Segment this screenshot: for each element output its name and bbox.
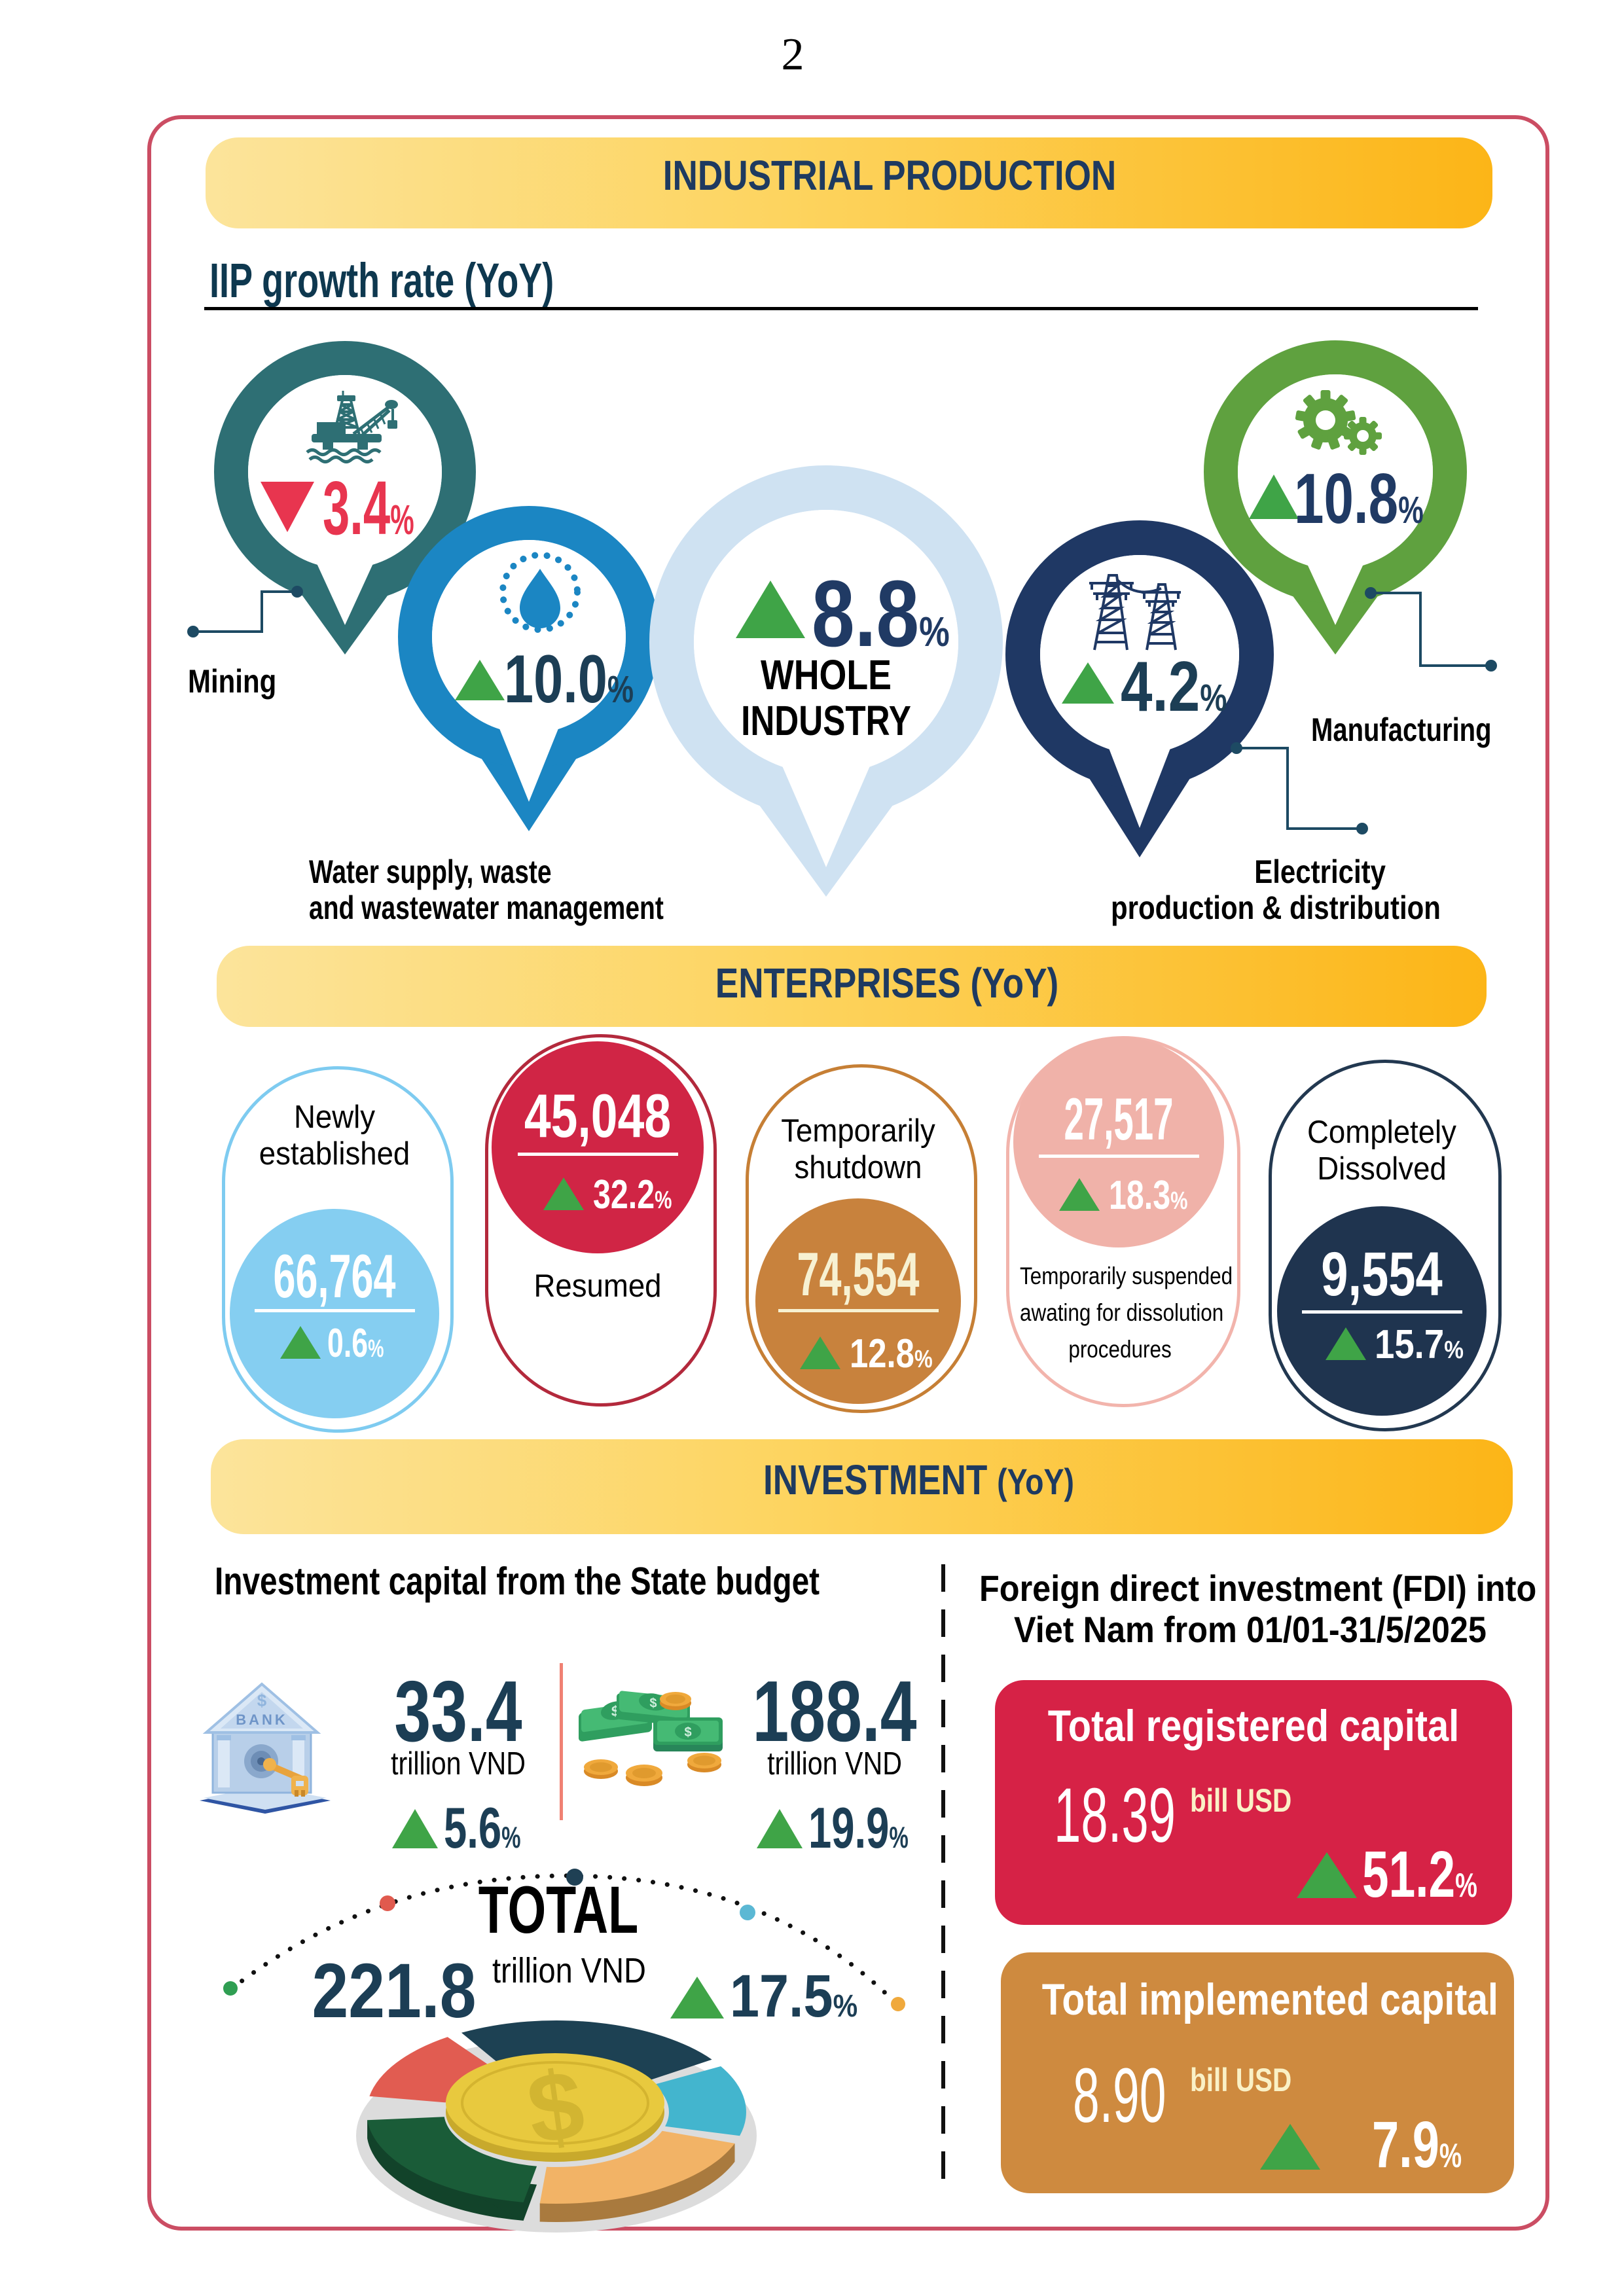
svg-text:$: $ xyxy=(257,1691,267,1710)
svg-text:$: $ xyxy=(649,1696,657,1711)
svg-text:BANK: BANK xyxy=(236,1712,288,1728)
svg-text:$: $ xyxy=(684,1725,691,1740)
